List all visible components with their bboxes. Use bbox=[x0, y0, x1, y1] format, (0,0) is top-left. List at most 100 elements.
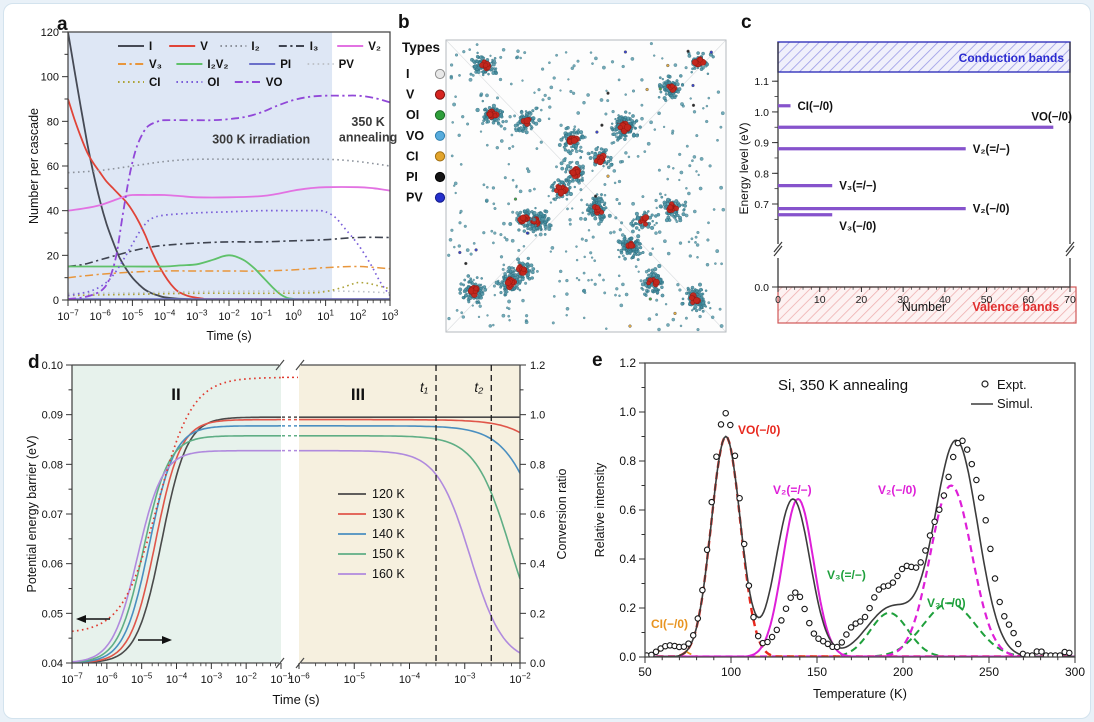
time-label-1: t₁ bbox=[420, 380, 428, 395]
expt-point bbox=[926, 532, 934, 539]
y-tick: 80 bbox=[47, 116, 59, 128]
x-tick: 10 bbox=[814, 294, 826, 306]
tick-label: 10−3 bbox=[201, 671, 223, 686]
x-tick: 100 bbox=[721, 665, 741, 679]
left-y-tick: 0.09 bbox=[42, 410, 63, 422]
expt-point bbox=[968, 460, 976, 468]
y-tick: 1.0 bbox=[619, 405, 636, 419]
peak-label: V₃(−/0) bbox=[927, 596, 966, 610]
tick-label: 10−3 bbox=[186, 308, 208, 323]
legend-label-150 K: 150 K bbox=[372, 547, 405, 561]
expt-point bbox=[680, 643, 688, 650]
level-label: CI(−/0) bbox=[798, 101, 834, 113]
right-y-tick: 1.0 bbox=[530, 410, 545, 422]
x-tick: 50 bbox=[638, 665, 652, 679]
y-tick: 1.0 bbox=[754, 107, 769, 119]
panel-b-defect-scatter-snapshot: Types IV OI VO CI PI PV bbox=[402, 39, 727, 333]
legend-label-PI: PI bbox=[280, 59, 291, 71]
expt-point bbox=[991, 575, 999, 582]
y-tick: 40 bbox=[47, 206, 59, 218]
tick-label: 10−1 bbox=[251, 308, 273, 323]
region-III-label: III bbox=[351, 385, 365, 404]
series-I₂V₂ bbox=[68, 254, 390, 301]
left-y-tick: 0.08 bbox=[42, 459, 63, 471]
legend-label-OI: OI bbox=[207, 77, 219, 89]
y-tick: 0.8 bbox=[619, 454, 636, 468]
type-label-PI: PI bbox=[406, 170, 418, 184]
legend-label-I: I bbox=[149, 41, 152, 53]
y-tick: 0.7 bbox=[754, 199, 769, 211]
legend-label-130 K: 130 K bbox=[372, 507, 405, 521]
fall-160 K bbox=[299, 449, 520, 654]
y-tick: 0.9 bbox=[754, 138, 769, 150]
type-marker-V bbox=[434, 89, 446, 100]
expt-point bbox=[940, 492, 948, 499]
annotation: 300 K irradiation bbox=[212, 133, 310, 147]
expt-point bbox=[1014, 640, 1022, 648]
x-axis-label: Time (s) bbox=[206, 329, 251, 343]
expt-point bbox=[1056, 652, 1064, 657]
fall-140 K bbox=[299, 425, 520, 474]
right-axis-arrow bbox=[162, 636, 172, 644]
y-tick: 120 bbox=[41, 27, 59, 39]
expt-point bbox=[745, 582, 753, 589]
tick-label: 10−2 bbox=[509, 671, 531, 686]
series-V₃ bbox=[68, 265, 390, 279]
type-label-OI: OI bbox=[406, 108, 419, 122]
right-y-tick: 0.2 bbox=[530, 608, 545, 620]
x-axis-label: Number bbox=[902, 300, 946, 314]
legend-label-V₃: V₃ bbox=[149, 59, 162, 71]
right-y-tick: 0.4 bbox=[530, 559, 545, 571]
expt-point bbox=[685, 640, 692, 647]
y-tick: 0.6 bbox=[619, 503, 636, 517]
expt-point bbox=[912, 564, 920, 571]
panel-e-dlts-spectrum-chart: 0.0 0.2 0.4 0.6 0.8 1.0 1.2 50 100 150 200 250 300 Te… bbox=[593, 356, 1085, 701]
legend-label-V₂: V₂ bbox=[368, 41, 381, 53]
expt-point bbox=[778, 617, 785, 624]
level-label: V₃(−/0) bbox=[839, 221, 876, 233]
expt-point bbox=[699, 586, 706, 594]
expt-point bbox=[917, 559, 924, 566]
expt-point bbox=[843, 631, 850, 638]
expt-point bbox=[894, 572, 901, 580]
tick-label: 10−3 bbox=[454, 671, 476, 686]
expt-point bbox=[1066, 649, 1073, 657]
y-tick: 0.2 bbox=[619, 601, 636, 615]
peak-label: VO(−/0) bbox=[738, 423, 780, 437]
type-label-CI: CI bbox=[406, 149, 419, 163]
x-tick: 200 bbox=[893, 665, 913, 679]
panel-label-b: b bbox=[398, 12, 410, 33]
y-axis-label: Energy level (eV) bbox=[737, 122, 751, 214]
x-tick: 60 bbox=[1022, 294, 1034, 306]
expt-point bbox=[1010, 629, 1017, 637]
x-axis-label: Time (s) bbox=[272, 692, 319, 707]
expt-point bbox=[875, 586, 883, 593]
series-VO bbox=[68, 94, 390, 300]
type-marker-PI bbox=[434, 171, 446, 183]
expt-point bbox=[824, 640, 832, 648]
panel-c-energy-level-diagram: Conduction bands Number Valence bands 0.0 0.… bbox=[737, 41, 1077, 324]
expt-point bbox=[708, 498, 715, 506]
panel-d-conversion-kinetics-chart: 0.04 0.05 0.06 0.07 0.08 0.09 0.10 0.0 0.2 0.4 0.6… bbox=[25, 359, 569, 707]
barrier-curve bbox=[72, 376, 281, 633]
legend-label-V: V bbox=[200, 41, 208, 53]
tick-label: 10−1 bbox=[270, 671, 292, 686]
tick-label: 102 bbox=[349, 308, 366, 323]
annotation: 350 K bbox=[351, 115, 384, 129]
expt-point bbox=[722, 409, 729, 417]
expt-point bbox=[936, 506, 943, 513]
expt-point bbox=[987, 545, 994, 553]
annotation: annealing bbox=[339, 130, 397, 144]
expt-point bbox=[973, 476, 980, 484]
series-CI bbox=[68, 281, 390, 297]
tick-label: 10−4 bbox=[166, 671, 188, 686]
series-OI bbox=[68, 209, 390, 297]
y-tick: 0 bbox=[53, 295, 59, 307]
legend-label-VO: VO bbox=[266, 77, 283, 89]
x-tick: 30 bbox=[897, 294, 909, 306]
expt-point bbox=[1028, 652, 1036, 657]
type-label-PV: PV bbox=[406, 191, 423, 205]
y-tick: 1.2 bbox=[619, 356, 636, 370]
expt-point bbox=[694, 615, 702, 622]
